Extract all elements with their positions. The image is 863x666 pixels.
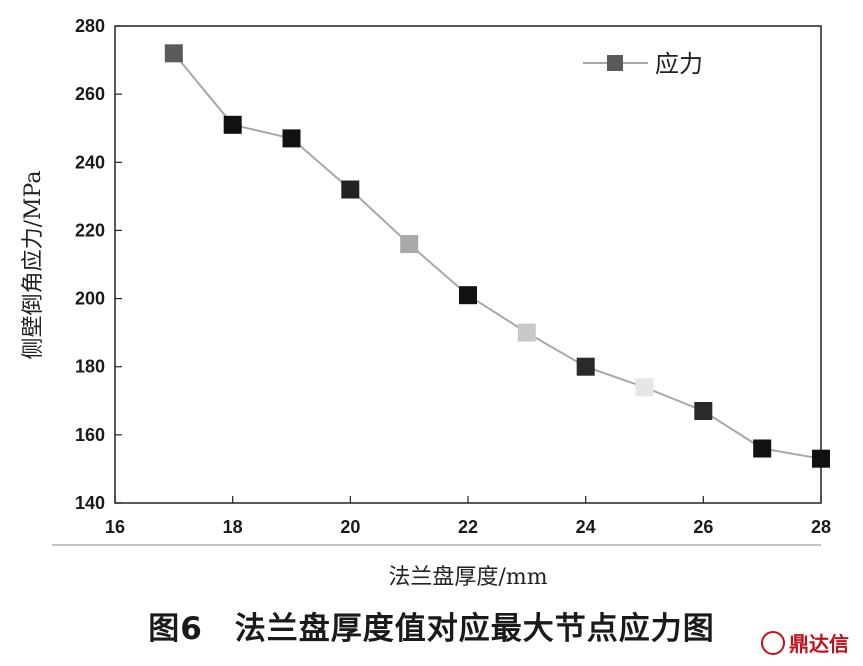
x-tick-label: 28 (811, 517, 831, 537)
legend: 应力 (583, 50, 703, 78)
x-tick-label: 26 (693, 517, 713, 537)
y-tick-label: 240 (75, 152, 105, 172)
x-tick-label: 18 (223, 517, 243, 537)
y-axis: 140 160 180 200 220 240 260 280 (75, 16, 122, 513)
series-layer (164, 44, 830, 468)
data-point (459, 286, 477, 305)
y-tick-label: 200 (75, 289, 105, 309)
y-tick-label: 180 (75, 357, 105, 377)
x-tick-label: 22 (458, 517, 478, 537)
x-axis-title: 法兰盘厚度/mm (388, 565, 547, 590)
data-point (400, 235, 419, 254)
x-tick-label: 24 (576, 517, 596, 537)
watermark: 鼎达信 (761, 628, 849, 657)
data-point (223, 115, 242, 134)
figure-caption: 图6 法兰盘厚度值对应最大节点应力图 (148, 611, 715, 647)
y-tick-label: 220 (75, 220, 105, 240)
y-tick-label: 160 (75, 425, 105, 445)
series-line (173, 52, 822, 460)
data-point (576, 357, 595, 376)
x-axis: 16 18 20 22 24 26 28 (105, 496, 831, 537)
data-point (694, 402, 713, 420)
data-point (517, 323, 536, 342)
y-tick-label: 260 (75, 84, 105, 104)
plot-frame (114, 25, 822, 504)
data-point (753, 439, 772, 458)
watermark-text: 鼎达信 (789, 632, 849, 656)
data-point (812, 449, 830, 468)
data-point (164, 44, 183, 63)
legend-marker (607, 55, 623, 71)
y-tick-label: 280 (75, 16, 105, 36)
watermark-logo-icon (761, 630, 785, 655)
x-tick-label: 20 (340, 517, 360, 537)
y-tick-label: 140 (75, 493, 105, 513)
x-tick-label: 16 (105, 517, 125, 537)
y-axis-title: 侧壁倒角应力/MPa (21, 171, 46, 360)
data-point (282, 129, 301, 148)
legend-label: 应力 (655, 50, 703, 78)
data-point (341, 180, 360, 199)
data-point (635, 378, 654, 397)
